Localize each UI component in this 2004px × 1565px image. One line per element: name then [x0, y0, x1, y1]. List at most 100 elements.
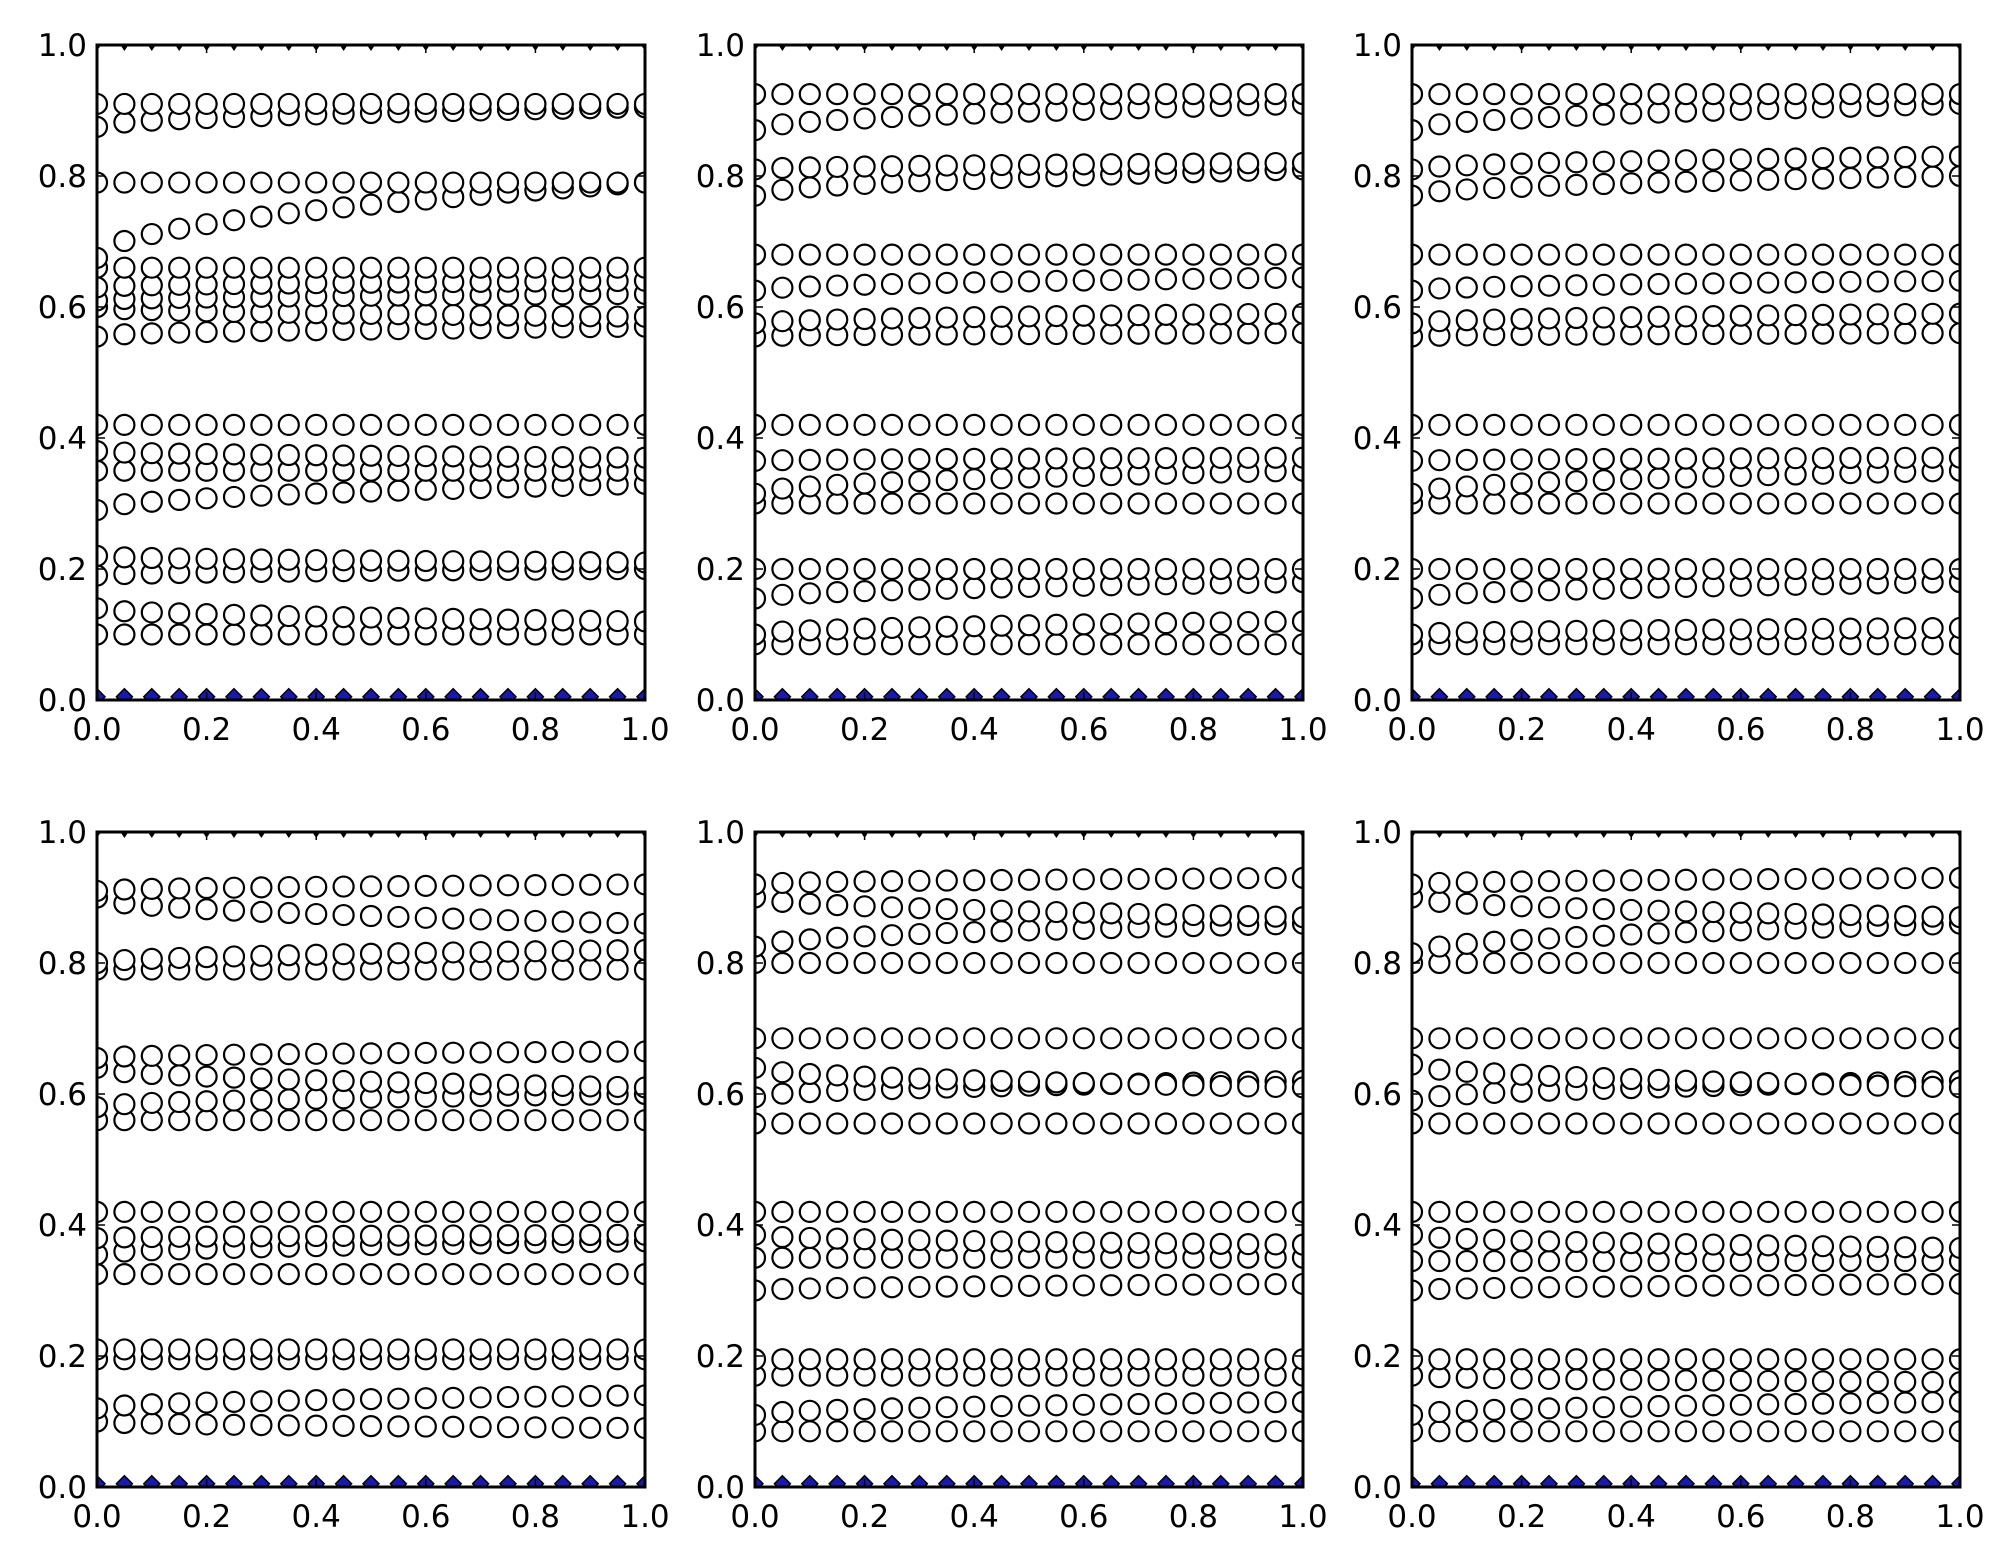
circle-point	[1537, 307, 1561, 330]
circle-point	[1839, 867, 1862, 890]
circle-point	[97, 1200, 109, 1223]
diamond-point	[992, 687, 1011, 700]
circle-point	[1412, 1403, 1424, 1427]
circle-point	[1647, 868, 1670, 892]
circle-point	[222, 945, 246, 968]
circle-point	[1510, 928, 1533, 952]
circle-point	[414, 92, 437, 116]
diamond-point	[1594, 687, 1613, 700]
circle-point	[1182, 1392, 1205, 1415]
circle-point	[1674, 1027, 1698, 1050]
chart-panel: 0.0 0.2 0.4 0.6 0.8 1.00.00.20.40.60.81.0	[696, 28, 1328, 748]
circle-point	[1537, 870, 1561, 893]
diamond-point	[97, 687, 107, 700]
circle-point	[1412, 413, 1424, 436]
circle-point	[1455, 932, 1478, 955]
circle-point	[579, 1384, 602, 1408]
circle-point	[1537, 1367, 1561, 1391]
circle-point	[1537, 1276, 1561, 1299]
circle-point	[1100, 243, 1123, 266]
circle-point	[1237, 1391, 1260, 1414]
circle-point	[1866, 1370, 1889, 1393]
circle-point	[1948, 322, 1960, 345]
circle-point	[1455, 1399, 1478, 1422]
circle-point	[1921, 322, 1944, 345]
circle-point	[1264, 302, 1287, 325]
circle-point	[1811, 1073, 1835, 1096]
circle-point	[113, 274, 136, 297]
circle-point	[1209, 446, 1232, 470]
circle-point	[1839, 243, 1862, 266]
diamond-point	[937, 687, 956, 700]
diamond-point	[498, 1474, 518, 1487]
circle-point	[1209, 557, 1232, 581]
circle-point	[1647, 1112, 1670, 1135]
circle-point	[469, 92, 492, 116]
circle-point	[1127, 557, 1150, 581]
circle-point	[496, 940, 520, 963]
circle-point	[305, 943, 328, 966]
circle-point	[633, 958, 645, 981]
circle-point	[826, 1276, 849, 1300]
circle-point	[1237, 1075, 1260, 1098]
circle-point	[963, 271, 986, 294]
circle-point	[1784, 1112, 1807, 1135]
x-tick-label: 0.8	[1826, 1499, 1875, 1535]
circle-point	[990, 899, 1013, 922]
circle-point	[1237, 1112, 1260, 1135]
circle-point	[1674, 1369, 1698, 1392]
circle-point	[1154, 557, 1178, 581]
circle-point	[1045, 243, 1068, 266]
circle-point	[524, 1416, 547, 1439]
circle-point	[990, 1112, 1013, 1135]
circle-point	[935, 83, 958, 106]
circle-point	[222, 92, 246, 116]
circle-point	[1455, 1083, 1478, 1106]
circle-point	[222, 209, 246, 232]
circle-point	[880, 870, 904, 893]
circle-point	[524, 1338, 547, 1361]
circle-point	[1455, 1200, 1478, 1224]
circle-point	[1592, 577, 1615, 600]
circle-point	[1100, 557, 1123, 581]
circle-point	[97, 1046, 109, 1070]
circle-point	[113, 1093, 136, 1116]
circle-point	[1237, 446, 1260, 469]
circle-point	[97, 1096, 109, 1119]
x-tick-label: 0.6	[1716, 1499, 1765, 1535]
circle-point	[1483, 1200, 1506, 1224]
circle-point	[305, 1042, 328, 1065]
circle-point	[755, 1364, 767, 1387]
circle-point	[414, 1387, 437, 1410]
circle-point	[1455, 243, 1478, 266]
circle-point	[1412, 1223, 1424, 1246]
circle-point	[1894, 302, 1917, 326]
circle-point	[1948, 1371, 1960, 1394]
circle-point	[1412, 482, 1424, 505]
circle-point	[1100, 1393, 1123, 1416]
circle-point	[1291, 906, 1303, 929]
circle-point	[1620, 923, 1643, 946]
circle-point	[1045, 1231, 1068, 1254]
circle-point	[1894, 83, 1917, 106]
circle-point	[551, 609, 574, 632]
circle-point	[1592, 1027, 1615, 1050]
y-tick-label: 1.0	[696, 815, 745, 851]
y-tick-label: 0.4	[696, 1208, 745, 1244]
circle-point	[1702, 148, 1725, 171]
circle-point	[963, 1069, 986, 1092]
circle-point	[1291, 1112, 1303, 1135]
circle-point	[1045, 304, 1068, 328]
circle-point	[140, 1225, 163, 1249]
circle-point	[1757, 1348, 1780, 1371]
circle-point	[1811, 243, 1835, 266]
circle-point	[1154, 1112, 1178, 1135]
circle-point	[1045, 1394, 1068, 1417]
circle-point	[305, 171, 328, 194]
y-tick-label: 0.6	[38, 1077, 87, 1113]
circle-point	[1045, 613, 1068, 636]
circle-point	[113, 546, 136, 569]
circle-point	[755, 1223, 767, 1246]
circle-point	[524, 1263, 547, 1286]
circle-point	[1483, 413, 1506, 436]
